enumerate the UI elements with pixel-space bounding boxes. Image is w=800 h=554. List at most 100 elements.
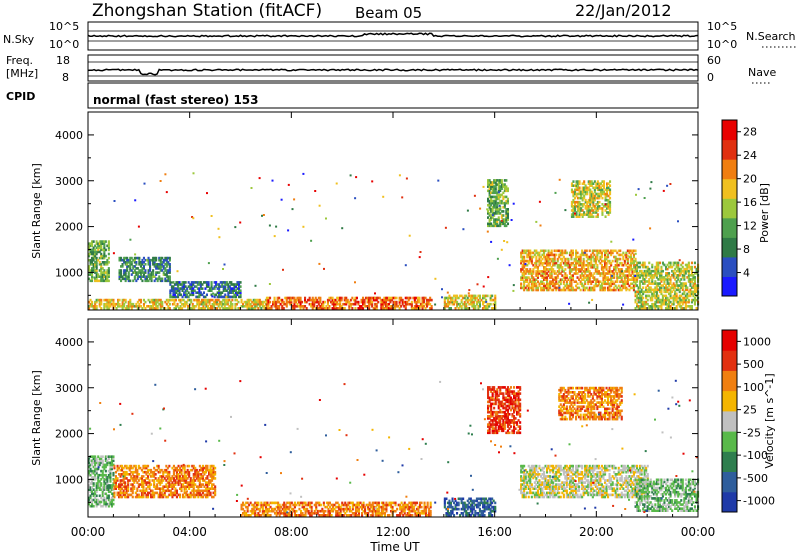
data-cell (282, 300, 285, 304)
data-cell (100, 252, 103, 256)
data-cell (660, 280, 663, 283)
data-cell (640, 272, 643, 275)
data-cell (520, 286, 523, 290)
data-cell (605, 268, 608, 271)
data-cell (594, 268, 597, 271)
data-cell (616, 263, 619, 267)
data-cell (590, 184, 593, 187)
data-cell (645, 288, 648, 292)
data-cell (281, 307, 284, 310)
data-cell (266, 503, 269, 507)
data-cell (690, 265, 693, 269)
data-cell (521, 266, 524, 269)
data-cell (642, 261, 645, 265)
data-cell (395, 296, 398, 300)
data-cell (590, 280, 593, 283)
data-cell (150, 307, 153, 310)
data-cell (383, 296, 386, 300)
data-cell (296, 298, 299, 302)
data-cell (126, 261, 129, 264)
data-cell (666, 290, 669, 294)
data-cell (156, 300, 159, 304)
data-cell (124, 263, 127, 266)
data-cell (185, 475, 188, 478)
data-cell (295, 509, 298, 513)
data-cell (677, 265, 680, 269)
data-cell (352, 298, 355, 302)
data-cell (95, 498, 98, 502)
data-cell (652, 274, 655, 277)
data-cell (546, 263, 549, 267)
data-cell (169, 479, 172, 482)
data-cell (668, 288, 671, 292)
data-cell (179, 305, 182, 308)
data-cell (161, 277, 164, 281)
data-cell (95, 471, 98, 475)
data-cell (637, 274, 640, 277)
data-cell (166, 470, 169, 474)
data-cell (195, 485, 198, 488)
data-cell (652, 276, 655, 279)
data-cell (544, 249, 547, 253)
data-cell (578, 259, 581, 263)
data-cell (523, 276, 526, 279)
data-cell (577, 209, 580, 212)
data-cell (665, 296, 668, 300)
data-cell (503, 218, 506, 221)
data-cell (532, 270, 535, 273)
data-cell (127, 275, 130, 278)
data-cell (188, 483, 191, 486)
data-cell (199, 307, 202, 310)
data-cell (602, 268, 605, 271)
data-cell (446, 298, 449, 302)
data-cell (131, 479, 134, 482)
data-cell (565, 274, 568, 277)
data-cell (142, 275, 145, 278)
data-cell (264, 501, 267, 505)
data-cell (95, 250, 98, 254)
data-cell (339, 305, 342, 308)
data-cell (581, 192, 584, 196)
data-cell (360, 305, 363, 308)
data-cell (182, 305, 185, 308)
data-cell (216, 300, 219, 304)
data-cell (162, 489, 165, 493)
data-cell (101, 498, 104, 502)
data-cell (596, 253, 599, 257)
colorbar-segment (722, 139, 737, 160)
data-cell (192, 283, 195, 286)
data-cell (91, 277, 94, 281)
data-cell (292, 509, 295, 513)
data-cell (596, 266, 599, 269)
data-cell (95, 467, 98, 471)
data-cell (654, 269, 657, 273)
data-cell (161, 269, 164, 272)
data-cell (242, 503, 245, 507)
data-cell (671, 302, 674, 306)
data-speck (234, 226, 237, 229)
data-cell (252, 302, 255, 306)
data-cell (587, 200, 590, 204)
data-cell (661, 276, 664, 279)
data-cell (136, 489, 139, 493)
data-cell (289, 509, 292, 513)
data-cell (214, 298, 217, 302)
data-speck (487, 276, 490, 279)
data-cell (471, 298, 474, 302)
data-cell (205, 281, 208, 284)
data-cell (314, 300, 317, 304)
data-cell (584, 207, 587, 210)
data-cell (640, 263, 643, 267)
data-cell (160, 477, 163, 480)
data-cell (135, 305, 138, 308)
data-cell (124, 307, 127, 310)
data-cell (553, 263, 556, 267)
data-cell (406, 300, 409, 304)
data-cell (270, 307, 273, 310)
data-cell (180, 470, 183, 474)
data-cell (488, 187, 491, 190)
data-cell (648, 272, 651, 275)
data-cell (97, 498, 100, 502)
data-cell (655, 261, 658, 265)
data-cell (497, 195, 500, 199)
